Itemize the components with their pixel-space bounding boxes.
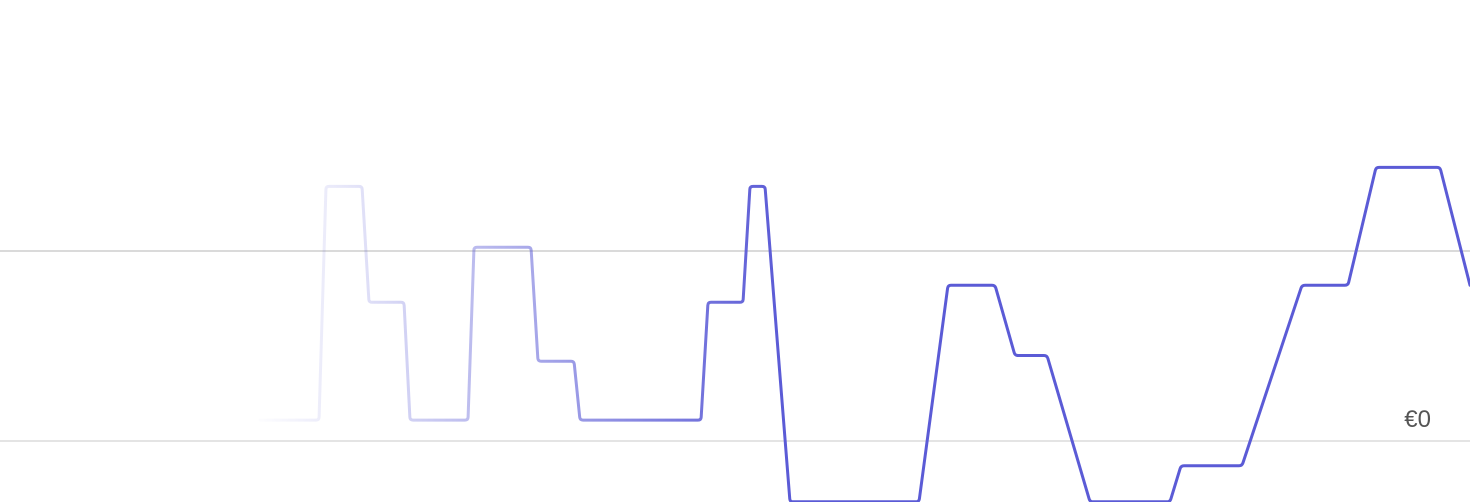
series-line-0 xyxy=(258,165,1470,502)
y-tick-label: €0 xyxy=(1404,406,1431,433)
y-tick-labels: €0 xyxy=(1404,406,1431,433)
series-layer xyxy=(258,165,1470,502)
grid-lines xyxy=(0,250,1470,442)
